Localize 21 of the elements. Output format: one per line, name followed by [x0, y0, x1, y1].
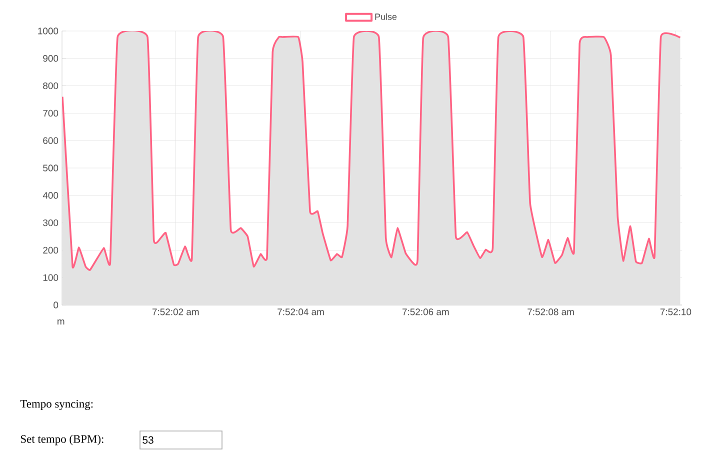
y-tick-label: 900: [43, 55, 58, 62]
y-tick-label: 600: [43, 137, 58, 144]
legend-label: Pulse: [375, 13, 397, 20]
x-tick-label: 7:52:08 am: [528, 308, 574, 316]
y-tick-label: 0: [54, 302, 58, 308]
text: Tempo syncing:: [20, 400, 93, 410]
y-tick-label: 400: [42, 192, 58, 199]
y-tick-label: 800: [43, 82, 58, 90]
x-tick-label: 7:52:04 am: [278, 308, 324, 316]
y-tick-label: 700: [43, 110, 58, 117]
text: Set tempo (BPM):: [20, 434, 104, 446]
y-tick-label: 1000: [38, 28, 58, 34]
x-tick-label: 7:52:10: [660, 308, 692, 316]
text: 53: [142, 436, 154, 444]
x-tick-label: 7:52:06 am: [402, 308, 449, 316]
text: m: [58, 319, 64, 325]
y-tick-label: 200: [43, 246, 58, 254]
y-tick-label: 500: [43, 164, 58, 172]
y-tick-label: 300: [43, 219, 58, 226]
x-tick-label: 7:52:02 am: [152, 308, 199, 316]
y-tick-label: 100: [43, 274, 58, 281]
